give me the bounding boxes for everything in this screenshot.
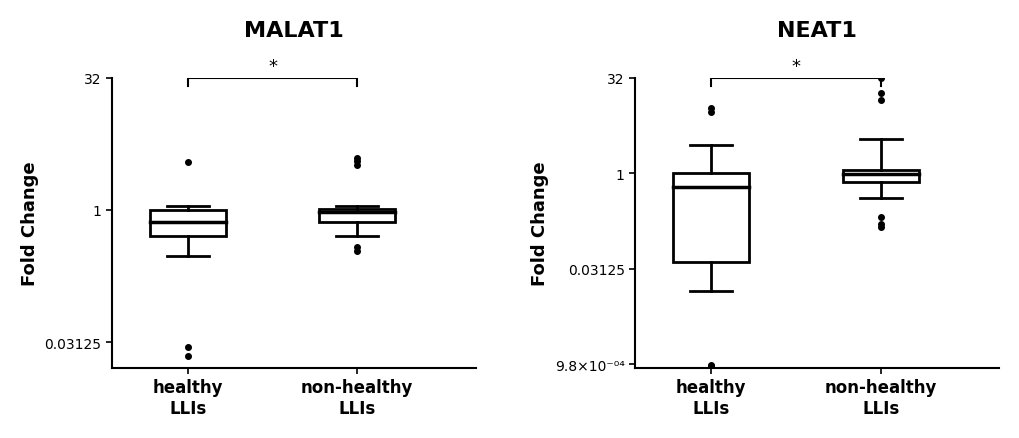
Text: *: *	[268, 57, 277, 75]
Text: *: *	[791, 57, 800, 75]
Bar	[150, 210, 226, 237]
Bar	[319, 210, 395, 223]
Y-axis label: Fold Change: Fold Change	[531, 161, 549, 286]
Bar	[842, 171, 918, 183]
Title: MALAT1: MALAT1	[244, 21, 343, 41]
Bar	[673, 173, 749, 262]
Title: NEAT1: NEAT1	[776, 21, 856, 41]
Y-axis label: Fold Change: Fold Change	[20, 161, 39, 286]
